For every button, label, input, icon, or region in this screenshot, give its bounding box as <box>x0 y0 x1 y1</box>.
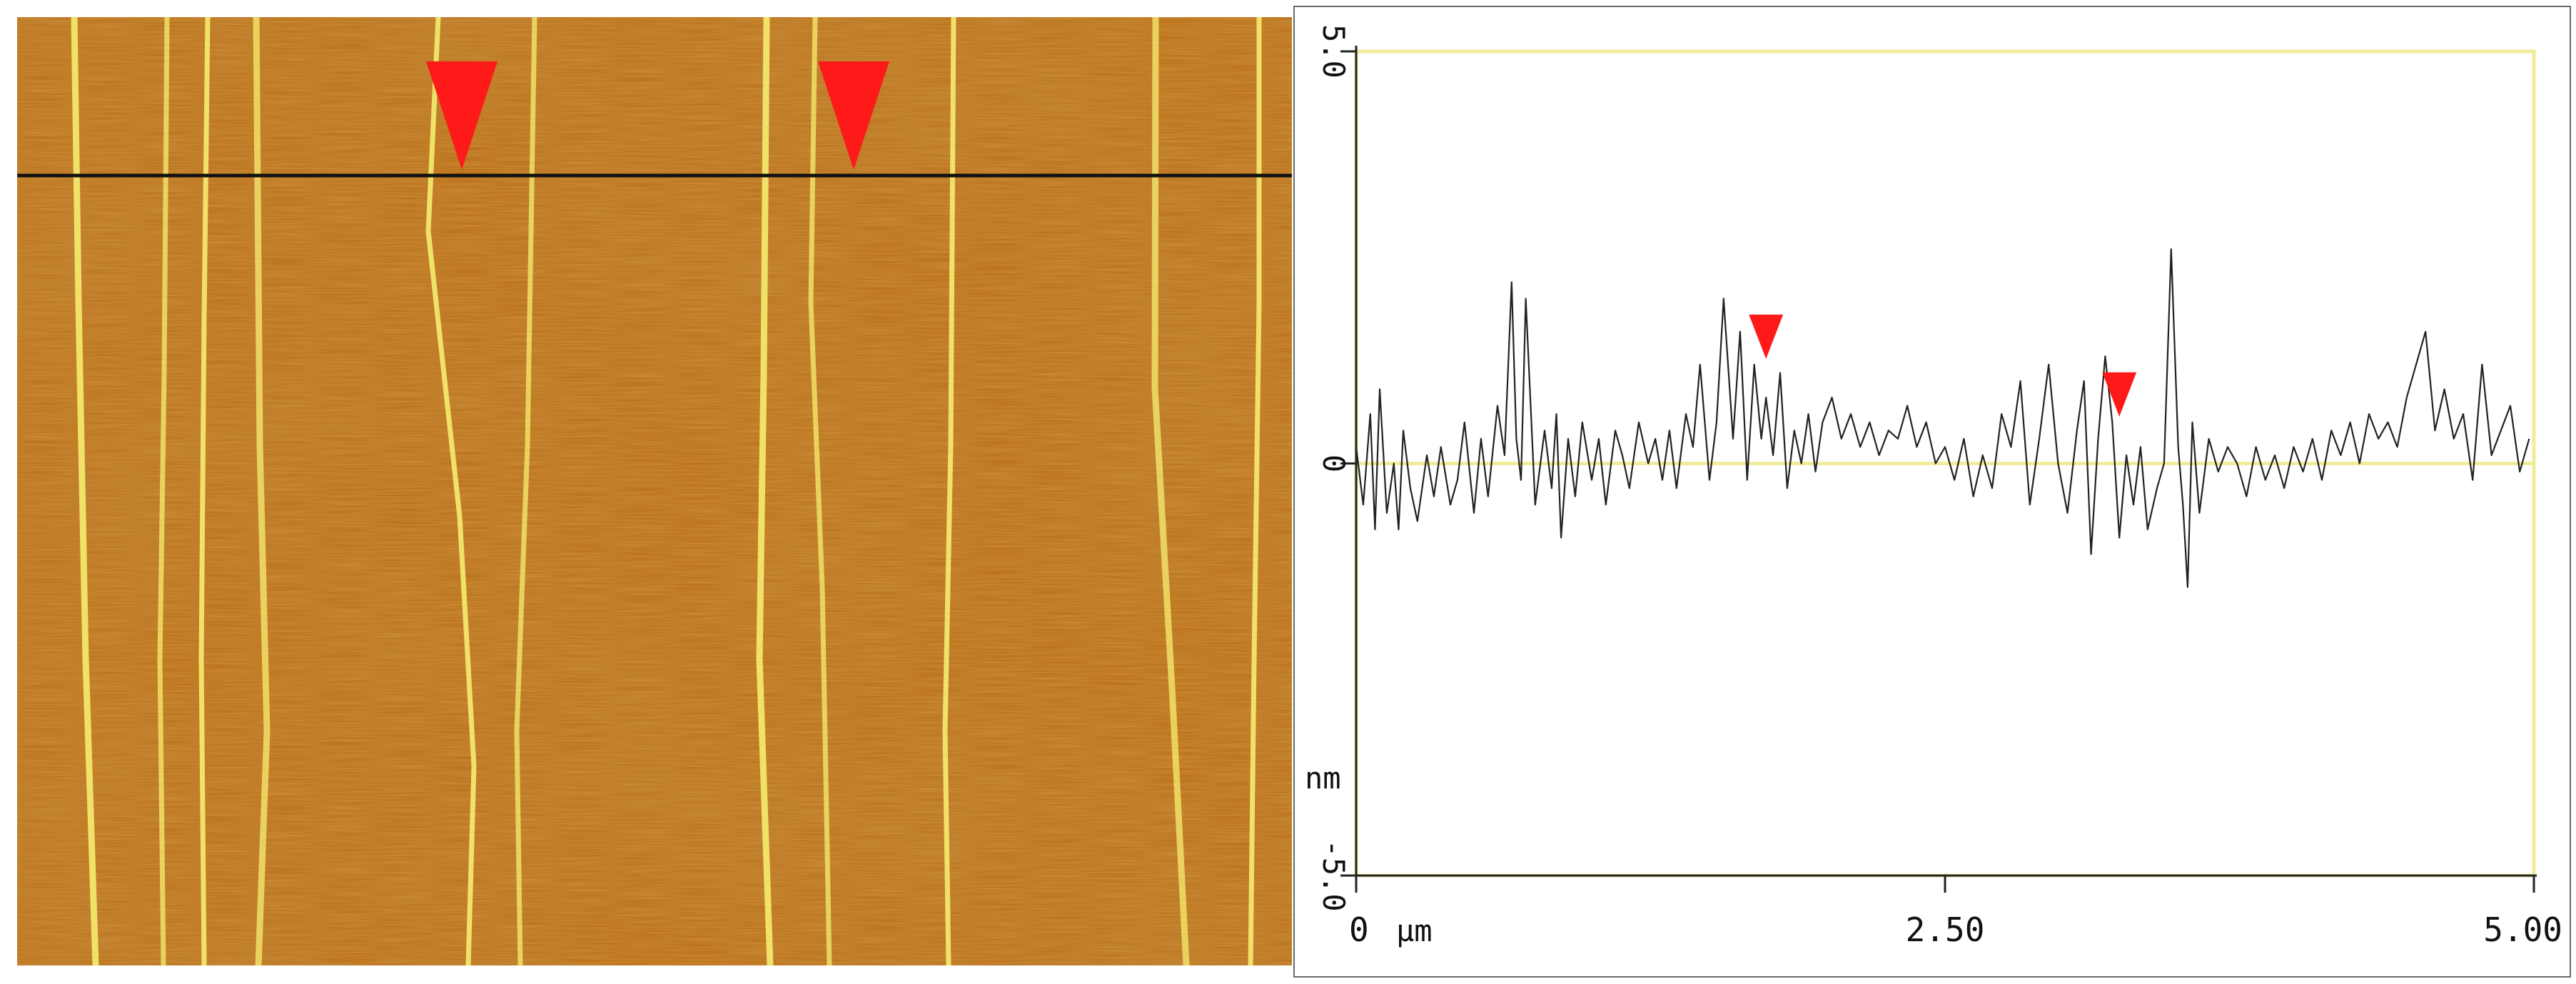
afm-height-image <box>17 17 1292 965</box>
afm-fiber <box>71 17 99 965</box>
y-axis-label: nm <box>1305 761 1341 796</box>
height-profile-chart: 5.0 0 -5.0 0 2.50 5.00 µm nm <box>1293 6 2571 978</box>
afm-fiber <box>942 17 956 965</box>
y-tick-label: 0 <box>1316 455 1351 472</box>
afm-fiber <box>1248 17 1262 965</box>
series-line <box>1355 248 2530 588</box>
afm-marker-1 <box>426 61 497 170</box>
afm-image-canvas <box>17 17 1292 965</box>
x-tick-label: 0 <box>1349 911 1369 949</box>
profile-svg: 5.00-5.00 2.50 5.00 µm nm <box>1305 24 2562 949</box>
afm-fiber <box>808 17 832 965</box>
afm-fibers <box>71 17 1262 965</box>
afm-fiber <box>756 17 774 965</box>
afm-fiber <box>198 17 211 965</box>
tick-labels: 5.00-5.00 2.50 5.00 <box>1316 24 2562 949</box>
profile-markers <box>1749 314 2137 417</box>
afm-fiber <box>253 17 271 965</box>
afm-marker-2 <box>818 61 889 170</box>
y-tick-label: -5.0 <box>1316 839 1351 911</box>
afm-fiber <box>157 17 170 965</box>
x-axis-label: µm <box>1396 913 1433 948</box>
y-tick-label: 5.0 <box>1316 24 1351 78</box>
x-tick-label: 2.50 <box>1906 911 1985 949</box>
axes <box>1340 46 2537 893</box>
afm-fiber <box>514 17 537 965</box>
profile-marker-2 <box>2102 372 2137 417</box>
afm-fiber <box>425 17 477 965</box>
afm-fiber <box>1151 17 1190 965</box>
profile-marker-1 <box>1749 314 1784 359</box>
x-tick-label: 5.00 <box>2483 911 2562 949</box>
